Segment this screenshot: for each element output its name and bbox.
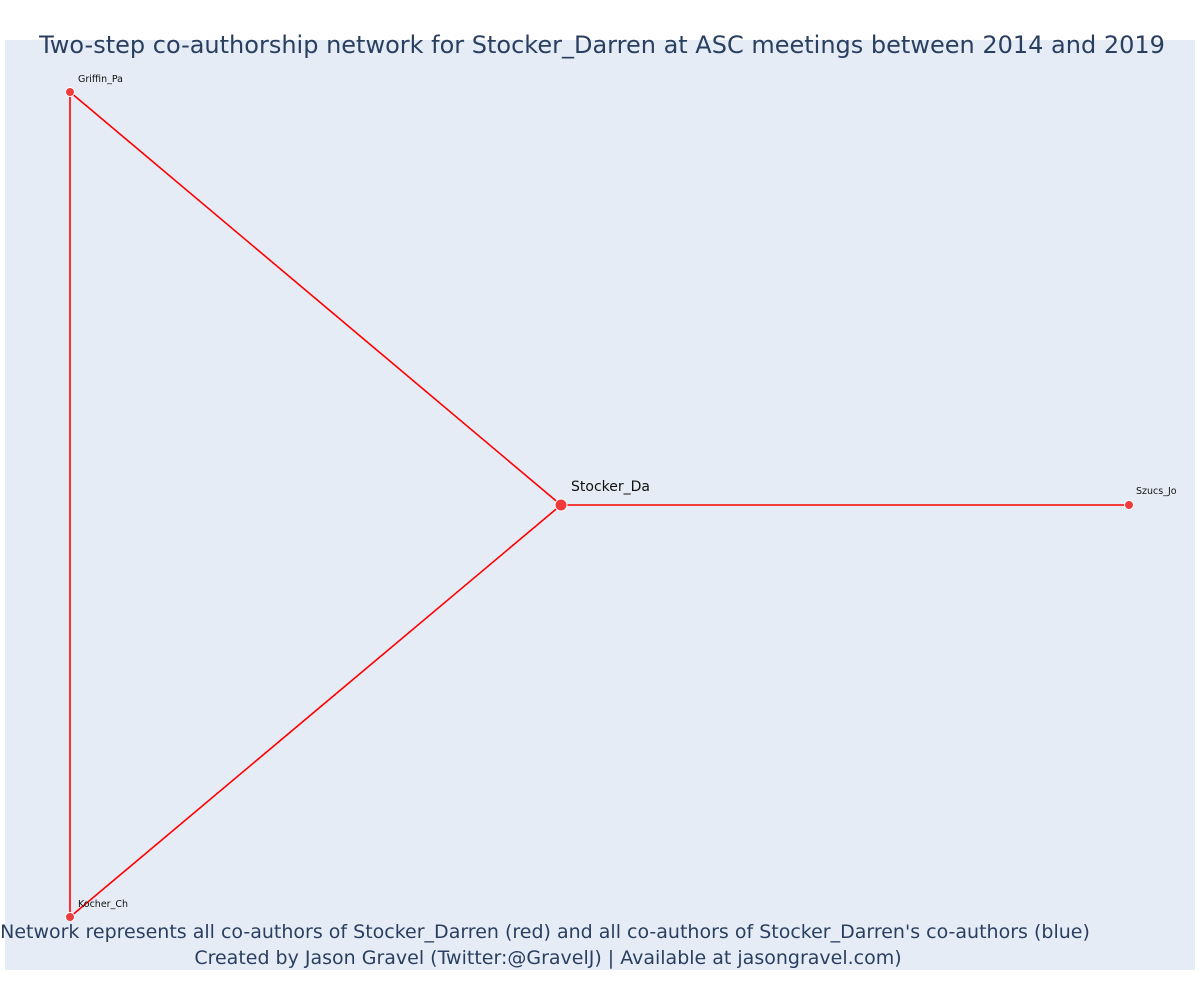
node-label-szucs_jo: Szucs_Jo (1136, 486, 1177, 497)
nodes-layer (65, 87, 1134, 922)
node-label-kocher_ch: Kocher_Ch (78, 899, 128, 910)
node-griffin_pa[interactable] (65, 87, 75, 97)
node-kocher_ch[interactable] (65, 912, 75, 922)
chart-title: Two-step co-authorship network for Stock… (38, 31, 1165, 59)
node-szucs_jo[interactable] (1124, 500, 1134, 510)
caption-line-1: Network represents all co-authors of Sto… (0, 921, 1090, 943)
labels-layer: Stocker_Da Griffin_Pa Kocher_Ch Szucs_Jo (78, 74, 1177, 910)
node-label-stocker_da: Stocker_Da (571, 479, 650, 495)
edge-griffin_pa-stocker_da (69, 91, 562, 506)
node-stocker_da[interactable] (554, 498, 568, 512)
node-label-griffin_pa: Griffin_Pa (78, 74, 123, 85)
caption-line-2: Created by Jason Gravel (Twitter:@Gravel… (194, 947, 901, 969)
edges-layer (69, 91, 1129, 918)
edge-kocher_ch-stocker_da (69, 504, 562, 918)
